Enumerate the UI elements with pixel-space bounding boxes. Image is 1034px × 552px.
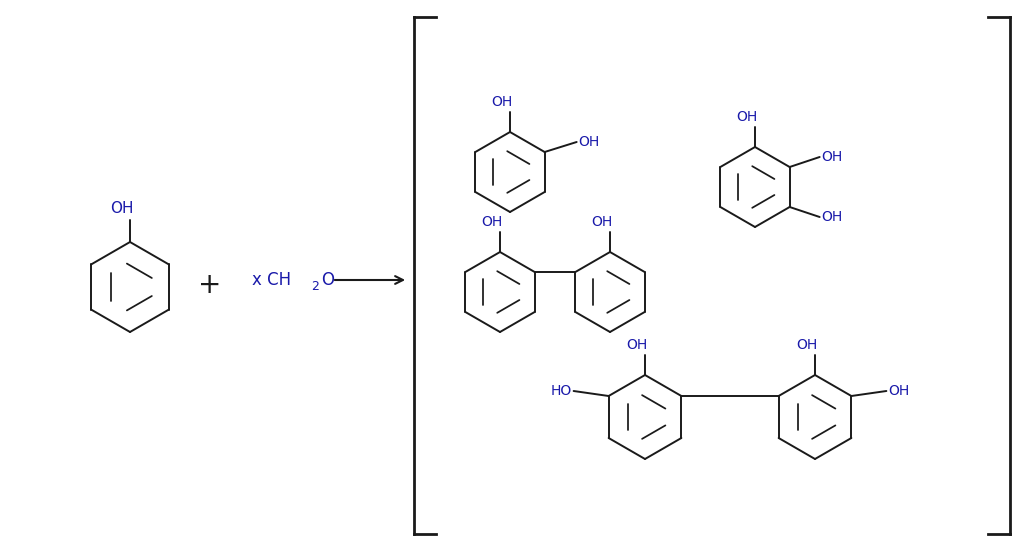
Text: OH: OH	[627, 338, 647, 352]
Text: O: O	[321, 271, 334, 289]
Text: x CH: x CH	[252, 271, 292, 289]
Text: OH: OH	[491, 95, 513, 109]
Text: OH: OH	[591, 215, 612, 229]
Text: OH: OH	[482, 215, 503, 229]
Text: OH: OH	[579, 135, 600, 149]
Text: OH: OH	[822, 150, 843, 164]
Text: OH: OH	[796, 338, 818, 352]
Text: OH: OH	[736, 110, 758, 124]
Text: 2: 2	[311, 280, 320, 294]
Text: OH: OH	[111, 201, 133, 216]
Text: HO: HO	[550, 384, 572, 398]
Text: OH: OH	[888, 384, 910, 398]
Text: OH: OH	[822, 210, 843, 224]
Text: +: +	[199, 271, 221, 299]
